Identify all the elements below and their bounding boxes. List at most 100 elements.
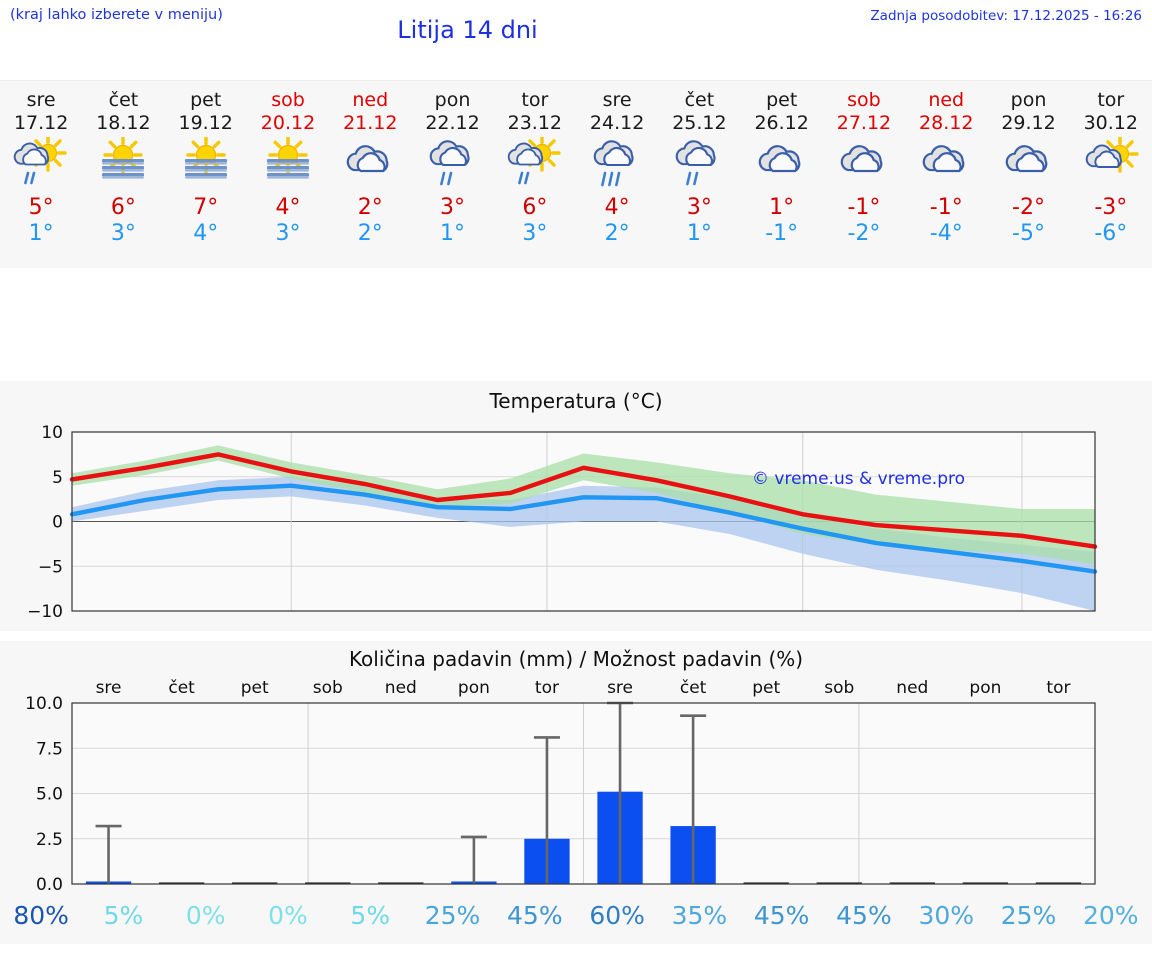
date-label: 20.12: [260, 112, 316, 134]
page-footer-space: [0, 944, 1152, 975]
precipitation-probability-label: 25%: [1000, 901, 1057, 930]
temperature-chart-plot: 10 5 0 −5 −10 © vreme.us & vreme.pro: [27, 423, 1098, 622]
forecast-day-column[interactable]: čet 25.12 3° 1°: [658, 81, 740, 269]
day-of-week-label: ned: [928, 89, 965, 111]
date-label: 29.12: [1001, 112, 1056, 134]
min-temperature-label: 2°: [604, 221, 630, 246]
cloudy-icon: [341, 136, 399, 194]
precipitation-day-label: pon: [969, 678, 1001, 698]
day-of-week-label: pet: [190, 89, 222, 111]
precipitation-probability-label: 0%: [268, 901, 308, 930]
max-temperature-label: 4°: [275, 195, 301, 220]
menu-hint-text: (kraj lahko izberete v meniju): [10, 7, 223, 23]
temperature-chart-title: Temperatura (°C): [489, 389, 663, 413]
day-of-week-label: sob: [847, 89, 881, 111]
min-temperature-label: 1°: [686, 221, 712, 246]
precipitation-chart-title: Količina padavin (mm) / Možnost padavin …: [348, 647, 804, 671]
max-temperature-label: 2°: [357, 195, 383, 220]
date-label: 28.12: [919, 112, 974, 134]
precipitation-probability-label: 0%: [185, 901, 226, 930]
cloud-rain-icon: [670, 136, 728, 194]
max-temperature-label: -1°: [929, 195, 963, 220]
date-label: 19.12: [178, 112, 233, 134]
day-of-week-label: pon: [1010, 89, 1047, 111]
precipitation-probability-label: 45%: [507, 901, 563, 930]
sun-fog-icon: [259, 136, 317, 194]
date-label: 21.12: [343, 112, 398, 134]
day-of-week-label: čet: [108, 89, 139, 111]
cloudy-icon: [917, 136, 975, 194]
day-of-week-label: čet: [684, 89, 715, 111]
max-temperature-label: 6°: [110, 195, 136, 220]
precipitation-probability-label: 5%: [103, 901, 144, 930]
sun-cloud-rain-icon: [12, 136, 70, 194]
precipitation-day-label: čet: [680, 678, 707, 698]
chart-spacer: [0, 631, 1152, 641]
forecast-day-column[interactable]: sob 27.12 -1° -2°: [823, 81, 905, 269]
precipitation-bar: [232, 882, 278, 884]
forecast-day-column[interactable]: ned 28.12 -1° -4°: [905, 81, 987, 269]
date-label: 26.12: [754, 112, 809, 134]
precipitation-bar: [962, 882, 1009, 884]
precipitation-y-tick: 2.5: [36, 830, 63, 850]
day-of-week-label: sre: [26, 89, 56, 111]
forecast-day-column[interactable]: pon 22.12 3° 1°: [411, 81, 493, 269]
forecast-day-column[interactable]: sob 20.12 4° 3°: [247, 81, 329, 269]
precipitation-bar: [158, 882, 205, 884]
precipitation-y-tick: 0.0: [36, 875, 63, 895]
day-of-week-label: pet: [766, 89, 798, 111]
forecast-day-column[interactable]: tor 23.12 6° 3°: [494, 81, 576, 269]
forecast-day-column[interactable]: ned 21.12 2° 2°: [329, 81, 411, 269]
precipitation-day-label: tor: [1046, 678, 1070, 698]
max-temperature-label: 7°: [193, 195, 219, 220]
precipitation-bar: [305, 882, 351, 884]
date-label: 22.12: [425, 112, 480, 134]
min-temperature-label: -4°: [929, 221, 963, 246]
temperature-chart-panel: Temperatura (°C) 10 5 0 −5 −10 © vreme.us & v…: [0, 381, 1152, 631]
forecast-day-column[interactable]: pet 26.12 1° -1°: [741, 81, 823, 269]
max-temperature-label: 4°: [604, 195, 630, 220]
precipitation-day-label: sre: [607, 678, 633, 698]
forecast-day-column[interactable]: čet 18.12 6° 3°: [82, 81, 164, 269]
date-label: 18.12: [96, 112, 151, 134]
date-label: 25.12: [672, 112, 727, 134]
strip-spacer: [0, 268, 1152, 381]
day-of-week-label: sre: [602, 89, 632, 111]
min-temperature-label: 1°: [440, 221, 466, 246]
min-temperature-label: -5°: [1012, 221, 1045, 246]
forecast-day-column[interactable]: sre 17.12 5° 1°: [0, 81, 82, 269]
precipitation-chart-panel: Količina padavin (mm) / Možnost padavin …: [0, 641, 1152, 937]
cloud-rain-icon: [424, 136, 482, 194]
precipitation-day-label: pon: [458, 678, 490, 698]
min-temperature-label: 3°: [275, 221, 301, 246]
min-temperature-label: 3°: [522, 221, 548, 246]
precipitation-probability-row: 80% 5% 0% 0% 5% 25% 45% 60% 35% 45% 45% 30% 25% 20%: [0, 896, 1152, 944]
forecast-day-column[interactable]: sre 24.12 4° 2°: [576, 81, 658, 269]
min-temperature-label: -1°: [765, 221, 799, 246]
forecast-day-column[interactable]: tor 30.12 -3° -6°: [1070, 81, 1152, 269]
max-temperature-label: 3°: [686, 195, 712, 220]
max-temperature-label: -1°: [847, 195, 881, 220]
precipitation-day-label: tor: [535, 678, 559, 698]
max-temperature-label: 6°: [522, 195, 548, 220]
forecast-day-column[interactable]: pet 19.12 7° 4°: [165, 81, 247, 269]
min-temperature-label: 3°: [110, 221, 136, 246]
forecast-day-column[interactable]: pon 29.12 -2° -5°: [987, 81, 1069, 269]
date-label: 27.12: [836, 112, 892, 134]
precipitation-probability-label: 25%: [424, 901, 481, 930]
precipitation-probability-label: 60%: [589, 901, 645, 930]
date-label: 30.12: [1083, 112, 1138, 134]
sun-fog-icon: [94, 136, 152, 194]
sun-cloud-rain-icon: [506, 136, 564, 194]
precipitation-probability-label: 5%: [350, 901, 391, 930]
date-label: 23.12: [507, 112, 563, 134]
page-header: (kraj lahko izberete v meniju) Litija 14…: [0, 0, 1152, 56]
precipitation-probability-label: 80%: [13, 901, 69, 930]
cloudy-icon: [1000, 136, 1058, 194]
max-temperature-label: 1°: [769, 195, 795, 220]
precipitation-probability-label: 20%: [1083, 901, 1139, 930]
precipitation-day-label: sre: [96, 678, 122, 698]
max-temperature-label: -2°: [1012, 195, 1045, 220]
precipitation-y-tick: 5.0: [36, 785, 63, 805]
temperature-y-tick: 10: [41, 423, 63, 443]
